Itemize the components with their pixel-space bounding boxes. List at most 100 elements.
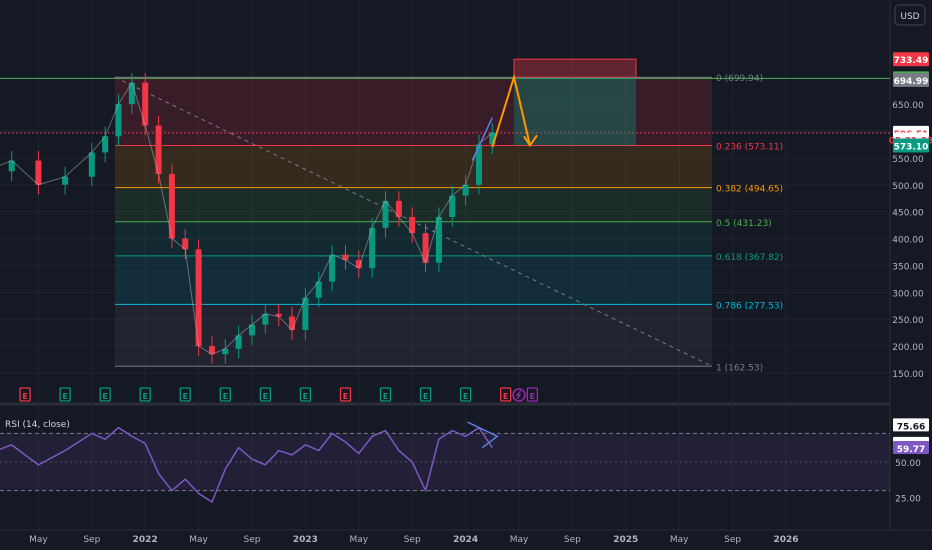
earnings-icon[interactable] — [459, 387, 472, 402]
earnings-icon[interactable] — [219, 387, 231, 402]
price-candle — [395, 200, 402, 218]
price-tick-label: 400.00 — [892, 236, 924, 246]
earnings-icon[interactable] — [526, 387, 538, 402]
price-candle — [422, 233, 429, 263]
earnings-icon[interactable] — [299, 387, 312, 402]
price-candle — [342, 254, 349, 261]
lightning-icon — [515, 390, 522, 400]
earnings-icon[interactable] — [339, 387, 352, 402]
price-candle — [88, 152, 95, 177]
stop-zone — [513, 58, 637, 78]
fib-zone — [115, 304, 712, 367]
earnings-icon[interactable] — [59, 387, 71, 402]
rsi-title: RSI (14, close) — [5, 420, 70, 430]
price-candle — [489, 132, 496, 145]
price-candle — [182, 238, 189, 250]
time-tick-label: 2022 — [133, 535, 158, 545]
price-candle — [409, 217, 416, 234]
earnings-label: E — [463, 392, 468, 401]
rsi-badge — [893, 418, 929, 432]
currency-button[interactable] — [894, 4, 926, 26]
earnings-icon[interactable] — [499, 387, 512, 402]
earnings-icon[interactable] — [139, 387, 151, 402]
price-series-line — [0, 81, 493, 355]
fib-level-label: 0 (699.94) — [716, 74, 763, 84]
price-candle — [235, 335, 242, 349]
time-tick-label: May — [510, 535, 529, 545]
time-tick-label: Sep — [724, 535, 741, 545]
time-tick-label: 2026 — [773, 535, 798, 545]
price-candle — [329, 254, 336, 282]
forecast-arrowhead — [523, 134, 538, 148]
time-tick-label: Sep — [404, 535, 421, 545]
time-tick-label: 2023 — [293, 535, 318, 545]
rsi-badge — [893, 441, 929, 455]
forecast-arrow — [491, 73, 531, 148]
price-candle — [262, 313, 269, 325]
time-tick-label: 2025 — [613, 535, 638, 545]
price-candle — [102, 136, 109, 153]
earnings-icon[interactable] — [179, 387, 191, 402]
time-tick-label: May — [29, 535, 48, 545]
price-candle — [195, 249, 202, 347]
price-candle — [449, 195, 456, 218]
fib-level-label: 0.236 (573.11) — [716, 142, 783, 152]
earnings-label: E — [343, 392, 348, 401]
rsi-badge-label: 59.77 — [897, 445, 925, 455]
earnings-label: E — [423, 392, 428, 401]
price-candle — [142, 82, 149, 126]
target-zone — [514, 77, 636, 146]
price-badge-label: 573.10 — [894, 142, 929, 152]
earnings-icon[interactable] — [419, 387, 432, 402]
price-tick-label: 250.00 — [892, 316, 924, 326]
earnings-label: E — [303, 392, 308, 401]
price-badge-label: 694.99 — [894, 77, 929, 87]
split-event-icon[interactable] — [512, 388, 526, 402]
time-tick-label: Sep — [83, 535, 100, 545]
fib-zone — [115, 187, 712, 222]
price-tick-label: 150.00 — [892, 370, 924, 380]
price-candle — [249, 324, 255, 336]
price-candle — [355, 260, 362, 269]
time-tick-label: 2024 — [453, 535, 478, 545]
earnings-label: E — [142, 392, 147, 401]
rsi-divergence-arrow — [466, 421, 499, 449]
price-candle — [168, 174, 175, 239]
price-candle — [275, 313, 282, 317]
price-tick-label: 350.00 — [892, 262, 924, 272]
price-candle — [208, 346, 215, 355]
fib-zone — [115, 145, 712, 188]
earnings-icon[interactable] — [99, 387, 111, 402]
price-candle — [115, 104, 122, 137]
rsi-tick-label: 50.00 — [895, 459, 921, 469]
price-candle — [128, 82, 135, 105]
fib-level-label: 0.786 (277.53) — [716, 301, 783, 311]
price-candle — [475, 144, 482, 185]
earnings-label: E — [102, 392, 107, 401]
price-candle — [369, 227, 376, 269]
price-candle — [35, 160, 42, 185]
price-tick-label: 200.00 — [892, 343, 924, 353]
rsi-tick-label: 25.00 — [895, 495, 921, 505]
price-candle — [155, 125, 162, 175]
earnings-icon[interactable] — [259, 387, 272, 402]
earnings-label: E — [530, 392, 535, 401]
earnings-label: E — [62, 392, 67, 401]
forecast-arrow-small — [471, 117, 493, 161]
price-badge-label: 733.49 — [894, 56, 929, 66]
time-tick-label: May — [670, 535, 689, 545]
price-tick-label: 450.00 — [892, 209, 924, 219]
price-candle — [382, 200, 389, 228]
fib-level-label: 0.5 (431.23) — [716, 219, 772, 229]
earnings-label: E — [263, 392, 268, 401]
price-candle — [8, 160, 15, 172]
price-tick-label: 300.00 — [892, 289, 924, 299]
earnings-icon[interactable] — [19, 387, 31, 402]
price-candle — [222, 348, 229, 355]
earnings-label: E — [503, 392, 508, 401]
earnings-icon[interactable] — [379, 387, 392, 402]
time-tick-label: May — [349, 535, 368, 545]
rsi-badge-label: 75.66 — [897, 422, 925, 432]
